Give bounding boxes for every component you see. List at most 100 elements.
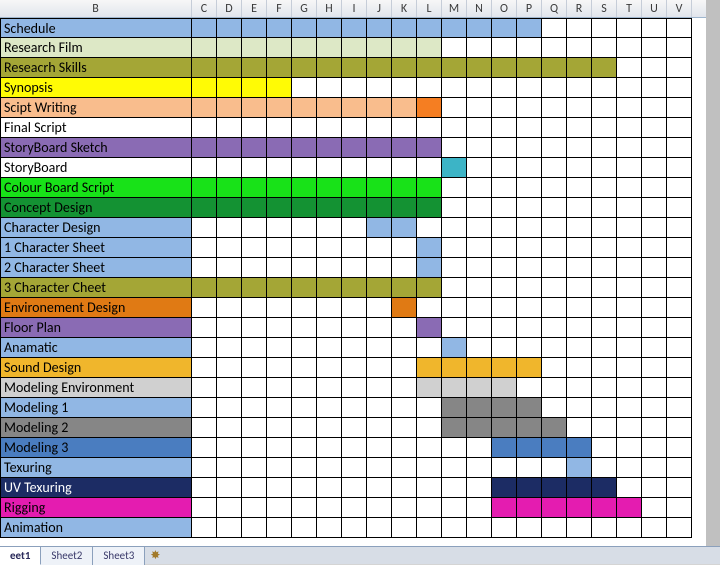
cell[interactable] (242, 78, 267, 98)
cell[interactable] (192, 278, 217, 298)
cell[interactable] (367, 458, 392, 478)
cell[interactable] (517, 58, 542, 78)
cell[interactable] (417, 418, 442, 438)
cell[interactable] (242, 118, 267, 138)
cell[interactable] (342, 38, 367, 58)
cell[interactable] (267, 498, 292, 518)
cell[interactable] (392, 358, 417, 378)
cell[interactable] (642, 78, 667, 98)
cell[interactable] (667, 178, 692, 198)
cell[interactable] (517, 258, 542, 278)
cell[interactable] (467, 378, 492, 398)
cell[interactable] (442, 58, 467, 78)
cell[interactable] (467, 458, 492, 478)
cell[interactable] (367, 218, 392, 238)
column-header-m[interactable]: M (442, 0, 467, 17)
cell[interactable] (392, 78, 417, 98)
cell[interactable] (317, 158, 342, 178)
cell[interactable] (417, 58, 442, 78)
cell[interactable] (267, 478, 292, 498)
cell[interactable] (467, 238, 492, 258)
table-row[interactable]: StoryBoard (0, 158, 720, 178)
cell[interactable] (567, 398, 592, 418)
cell[interactable] (217, 38, 242, 58)
cell[interactable] (467, 318, 492, 338)
cell[interactable] (292, 358, 317, 378)
cell[interactable] (292, 178, 317, 198)
column-header-l[interactable]: L (417, 0, 442, 17)
cell[interactable] (617, 58, 642, 78)
cell[interactable] (492, 78, 517, 98)
cell[interactable] (267, 338, 292, 358)
row-label[interactable]: UV Texuring (0, 478, 192, 498)
cell[interactable] (617, 118, 642, 138)
cell[interactable] (592, 438, 617, 458)
table-row[interactable]: UV Texuring (0, 478, 720, 498)
cell[interactable] (192, 518, 217, 538)
cell[interactable] (617, 78, 642, 98)
table-row[interactable]: Rigging (0, 498, 720, 518)
cell[interactable] (592, 178, 617, 198)
cell[interactable] (367, 18, 392, 38)
cell[interactable] (392, 338, 417, 358)
cell[interactable] (267, 118, 292, 138)
column-header-t[interactable]: T (617, 0, 642, 17)
cell[interactable] (592, 338, 617, 358)
cell[interactable] (342, 358, 367, 378)
cell[interactable] (192, 258, 217, 278)
cell[interactable] (492, 18, 517, 38)
cell[interactable] (317, 418, 342, 438)
cell[interactable] (442, 38, 467, 58)
cell[interactable] (217, 18, 242, 38)
cell[interactable] (292, 218, 317, 238)
cell[interactable] (517, 178, 542, 198)
cell[interactable] (367, 358, 392, 378)
cell[interactable] (417, 338, 442, 358)
cell[interactable] (217, 138, 242, 158)
cell[interactable] (342, 278, 367, 298)
cell[interactable] (667, 358, 692, 378)
cell[interactable] (292, 118, 317, 138)
cell[interactable] (467, 298, 492, 318)
row-label[interactable]: 1 Character Sheet (0, 238, 192, 258)
cell[interactable] (517, 338, 542, 358)
cell[interactable] (267, 58, 292, 78)
cell[interactable] (417, 118, 442, 138)
cell[interactable] (417, 158, 442, 178)
cell[interactable] (517, 158, 542, 178)
cell[interactable] (567, 218, 592, 238)
cell[interactable] (192, 438, 217, 458)
cell[interactable] (467, 138, 492, 158)
cell[interactable] (417, 138, 442, 158)
cell[interactable] (392, 138, 417, 158)
cell[interactable] (267, 318, 292, 338)
cell[interactable] (192, 298, 217, 318)
cell[interactable] (267, 78, 292, 98)
cell[interactable] (517, 298, 542, 318)
cell[interactable] (342, 418, 367, 438)
cell[interactable] (267, 418, 292, 438)
cell[interactable] (342, 498, 367, 518)
cell[interactable] (317, 518, 342, 538)
table-row[interactable]: 1 Character Sheet (0, 238, 720, 258)
row-label[interactable]: Modeling 3 (0, 438, 192, 458)
cell[interactable] (667, 198, 692, 218)
cell[interactable] (267, 198, 292, 218)
cell[interactable] (367, 398, 392, 418)
cell[interactable] (492, 258, 517, 278)
cell[interactable] (392, 518, 417, 538)
cell[interactable] (492, 178, 517, 198)
cell[interactable] (667, 118, 692, 138)
cell[interactable] (367, 438, 392, 458)
cell[interactable] (292, 238, 317, 258)
table-row[interactable]: Floor Plan (0, 318, 720, 338)
cell[interactable] (442, 458, 467, 478)
cell[interactable] (192, 338, 217, 358)
row-label[interactable]: StoryBoard (0, 158, 192, 178)
cell[interactable] (292, 58, 317, 78)
cell[interactable] (467, 98, 492, 118)
table-row[interactable]: Modeling Environment (0, 378, 720, 398)
column-header-k[interactable]: K (392, 0, 417, 17)
cell[interactable] (617, 178, 642, 198)
cell[interactable] (317, 318, 342, 338)
